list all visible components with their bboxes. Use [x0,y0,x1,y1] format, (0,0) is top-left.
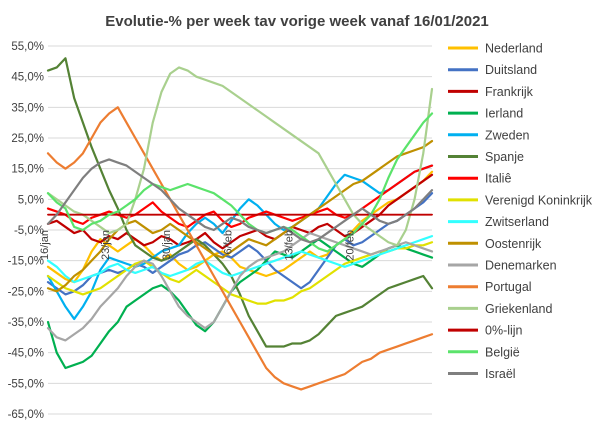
x-tick-label: 13/feb [283,230,295,261]
legend-label: 0%-lijn [485,324,523,338]
x-tick-label: 16/jan [39,230,51,260]
series-line-7 [46,241,434,305]
y-tick-label: -35,0% [8,317,44,329]
y-tick-label: 5,0% [18,194,44,206]
legend-label: Oostenrijk [485,237,542,251]
series-line-3 [46,238,434,370]
legend-label: Duitsland [485,63,537,77]
y-tick-label: -15,0% [8,256,44,268]
series-line-11 [46,106,434,391]
x-tick-label: 20/feb [344,230,356,261]
x-tick-label: 6/feb [222,230,234,254]
series-line-5 [46,57,434,348]
series-line-9 [46,139,434,293]
y-tick-label: -5,0% [14,225,44,237]
series-line-15 [46,158,434,244]
series-line-10 [46,231,434,342]
y-tick-label: 25,0% [11,133,44,145]
y-axis-tick-labels: 55,0% 45,0% 35,0% 25,0% 15,0% 5,0% -5,0% -15,0%… [8,41,44,421]
legend-label: Spanje [485,150,524,164]
legend-label: Italiê [485,172,511,186]
x-tick-label: 23/jan [100,230,112,260]
series-lines [46,57,434,391]
y-tick-label: 35,0% [11,102,44,114]
series-line-12 [46,66,434,247]
chart-title: Evolutie-% per week tav vorige week vana… [105,13,489,30]
y-tick-label: -55,0% [8,378,44,390]
y-tick-label: 15,0% [11,164,44,176]
legend: Nederland Duitsland Frankrijk Ierland Zweden… [448,42,593,381]
series-line-8 [46,235,434,284]
y-tick-label: 55,0% [11,41,44,53]
legend-label: Denemarken [485,259,557,273]
y-tick-label: -25,0% [8,286,44,298]
legend-label: Griekenland [485,302,552,316]
legend-label: Frankrijk [485,85,534,99]
series-line-1 [46,192,434,296]
legend-label: Verenigd Koninkrijk [485,193,593,207]
x-tick-label: 30/jan [161,230,173,260]
series-line-14 [46,112,434,253]
y-tick-label: -45,0% [8,348,44,360]
legend-label: Ierland [485,107,523,121]
legend-label: Israël [485,367,516,381]
legend-label: Nederland [485,42,543,56]
y-tick-label: -65,0% [8,409,44,421]
legend-label: Portugal [485,280,532,294]
legend-label: Zweden [485,128,530,142]
x-axis-tick-labels: 16/jan 23/jan 30/jan 6/feb 13/feb 20/feb [39,230,356,261]
legend-label: België [485,345,520,359]
legend-label: Zwitserland [485,215,549,229]
series-line-4 [46,164,434,321]
y-tick-label: 45,0% [11,72,44,84]
